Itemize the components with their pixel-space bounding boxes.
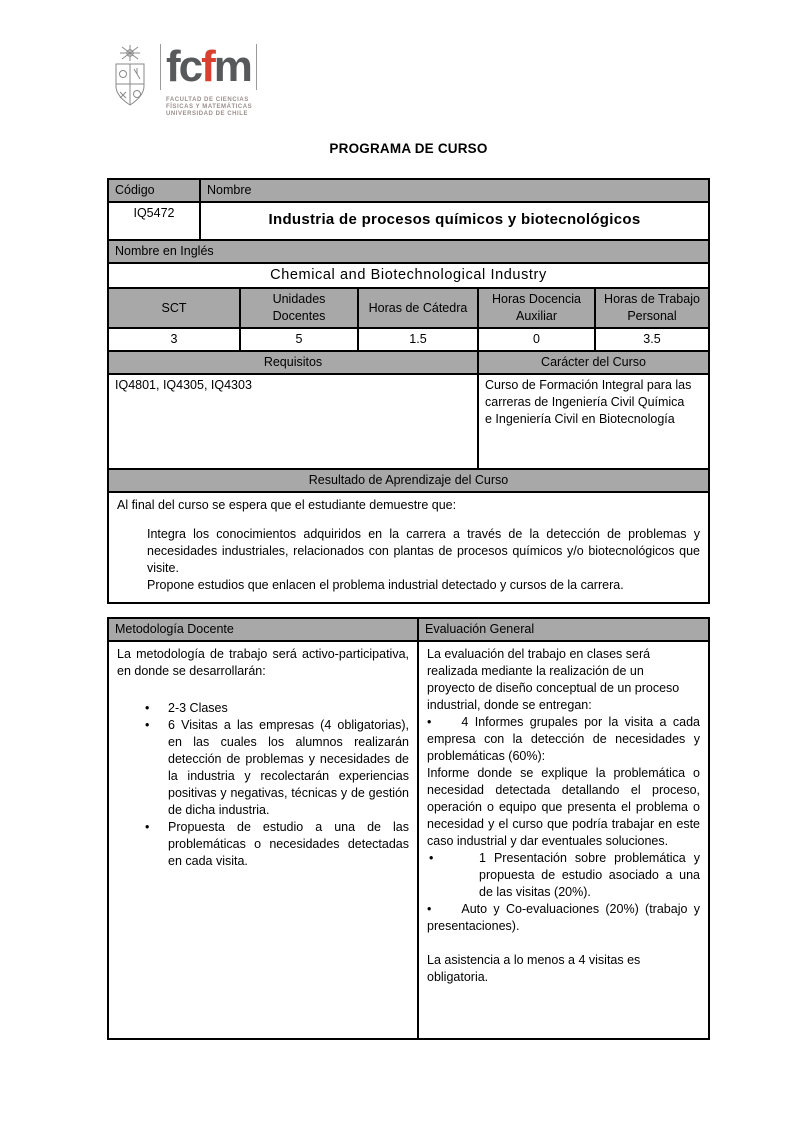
resultado-item: Propone estudios que enlacen el problema…	[147, 578, 624, 592]
logo-letter-m: m	[213, 42, 253, 91]
bullet-icon: •	[145, 718, 150, 732]
metodologia-intro: La metodología de trabajo será activo-pa…	[117, 647, 409, 678]
bullet-icon: •	[427, 902, 432, 916]
metodologia-bullet-list: • 2-3 Clases • 6 Visitas a las empresas …	[117, 700, 409, 870]
table-row-hours-values: 3 5 1.5 0 3.5	[109, 327, 708, 350]
header-sct: SCT	[109, 289, 239, 327]
header-horas-trabajo-personal: Horas de Trabajo Personal	[594, 289, 708, 327]
header-evaluacion-general: Evaluación General	[417, 619, 708, 640]
list-item: • Auto y Co-evaluaciones (20%) (trabajo y…	[427, 902, 700, 933]
table-row-codigo-nombre-values: IQ5472 Industria de procesos químicos y …	[109, 201, 708, 239]
resultado-intro: Al final del curso se espera que el estu…	[117, 498, 457, 512]
list-item: • 1 Presentación sobre problemática y pr…	[429, 851, 700, 899]
table-row-methodology-header: Metodología Docente Evaluación General	[109, 619, 708, 640]
table-row-codigo-nombre-header: Código Nombre	[109, 180, 708, 201]
list-item: • 4 Informes grupales por la visita a cad…	[427, 715, 700, 763]
metodologia-cell: La metodología de trabajo será activo-pa…	[109, 642, 417, 1038]
value-sct: 3	[170, 332, 178, 346]
logo-letter-f-red: f	[201, 42, 216, 91]
value-horas-docencia-auxiliar: 0	[477, 329, 594, 350]
table-row-nombre-ingles-value: Chemical and Biotechnological Industry	[109, 262, 708, 287]
university-logo: fcfm FACULTAD DE CIENCIAS FÍSICAS Y MATE…	[108, 44, 257, 118]
value-nombre: Industria de procesos químicos y biotecn…	[199, 203, 708, 239]
header-horas-catedra: Horas de Cátedra	[357, 289, 477, 327]
table-row-nombre-ingles-header: Nombre en Inglés	[109, 239, 708, 262]
course-info-table: Código Nombre IQ5472 Industria de proces…	[107, 178, 710, 604]
value-codigo: IQ5472	[133, 206, 175, 220]
methodology-evaluation-table: Metodología Docente Evaluación General L…	[107, 617, 710, 1040]
value-horas-catedra: 1.5	[357, 329, 477, 350]
university-shield-icon	[115, 45, 145, 106]
evaluacion-asistencia-nota: La asistencia a lo menos a 4 visitas es …	[427, 953, 641, 984]
header-nombre: Nombre	[199, 180, 708, 201]
value-requisitos: IQ4801, IQ4305, IQ4303	[115, 378, 252, 392]
logo-wordmark: fcfm	[160, 44, 257, 90]
table-row-methodology-content: La metodología de trabajo será activo-pa…	[109, 640, 708, 1038]
header-unidades-docentes: Unidades Docentes	[239, 289, 357, 327]
header-resultado-aprendizaje: Resultado de Aprendizaje del Curso	[109, 470, 708, 491]
table-row-requisitos-values: IQ4801, IQ4305, IQ4303 Curso de Formació…	[109, 373, 708, 468]
list-item: • 2-3 Clases	[145, 701, 228, 715]
bullet-icon: •	[145, 820, 150, 834]
evaluacion-intro: La evaluación del trabajo en clases será…	[427, 647, 680, 712]
value-unidades-docentes: 5	[239, 329, 357, 350]
table-row-hours-header: SCT Unidades Docentes Horas de Cátedra H…	[109, 287, 708, 327]
header-caracter-curso: Carácter del Curso	[477, 352, 708, 373]
header-metodologia-docente: Metodología Docente	[109, 619, 417, 640]
evaluacion-informe-detalle: Informe donde se explique la problemátic…	[427, 766, 700, 848]
header-horas-docencia-auxiliar: Horas Docencia Auxiliar	[477, 289, 594, 327]
logo-caption: FACULTAD DE CIENCIAS FÍSICAS Y MATEMÁTIC…	[166, 97, 253, 117]
header-requisitos: Requisitos	[109, 352, 477, 373]
bullet-icon: •	[429, 851, 434, 865]
evaluacion-cell: La evaluación del trabajo en clases será…	[417, 642, 708, 1038]
bullet-icon: •	[427, 715, 432, 729]
bullet-icon: •	[145, 701, 150, 715]
header-nombre-ingles: Nombre en Inglés	[109, 241, 708, 262]
list-item: • 6 Visitas a las empresas (4 obligatori…	[145, 718, 409, 817]
value-horas-trabajo-personal: 3.5	[594, 329, 708, 350]
value-caracter-curso: Curso de Formación Integral para las car…	[477, 375, 708, 468]
table-row-resultado-header: Resultado de Aprendizaje del Curso	[109, 468, 708, 491]
table-row-resultado-content: Al final del curso se espera que el estu…	[109, 491, 708, 602]
resultado-item: Integra los conocimientos adquiridos en …	[147, 527, 700, 575]
logo-letters-fc: fc	[166, 42, 203, 91]
list-item: • Propuesta de estudio a una de las prob…	[145, 820, 409, 868]
table-row-requisitos-header: Requisitos Carácter del Curso	[109, 350, 708, 373]
value-nombre-ingles: Chemical and Biotechnological Industry	[270, 267, 547, 283]
page-title: PROGRAMA DE CURSO	[329, 141, 488, 156]
header-codigo: Código	[109, 180, 199, 201]
resultado-items: Integra los conocimientos adquiridos en …	[117, 526, 700, 594]
